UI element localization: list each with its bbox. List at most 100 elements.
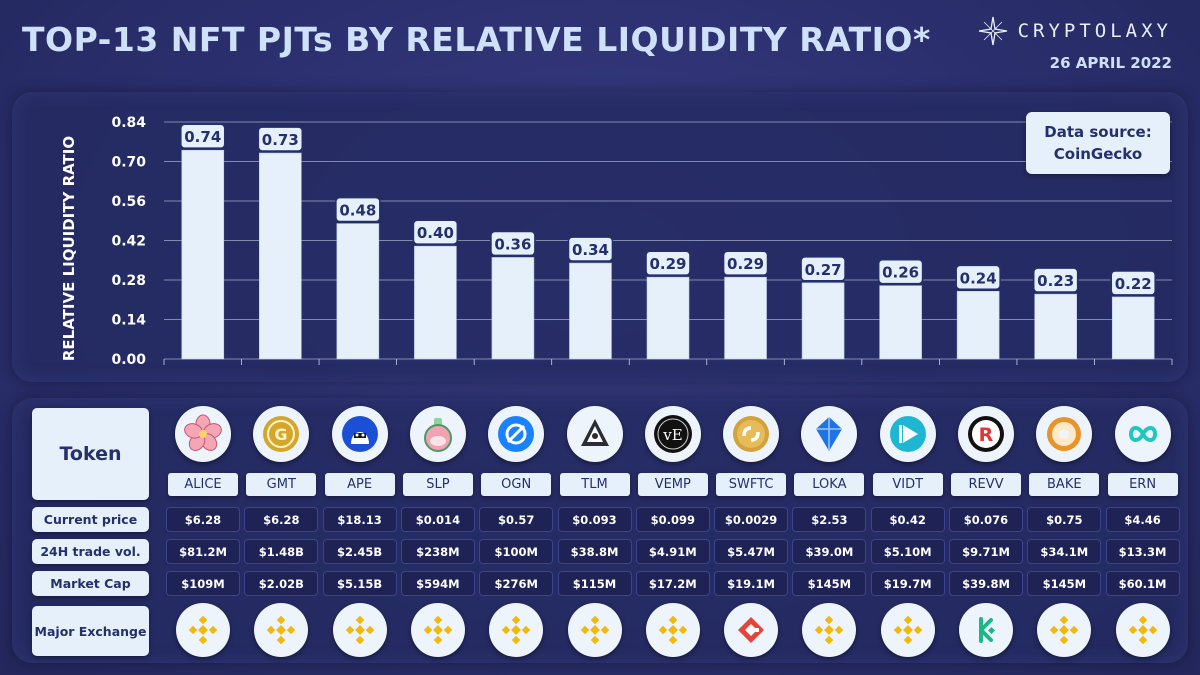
bar-vemp	[646, 276, 690, 360]
tlm-icon	[566, 406, 623, 462]
token-symbol: OGN	[481, 473, 552, 496]
volume-cell: $34.1M	[1027, 539, 1102, 564]
binance-exchange-icon	[645, 603, 700, 657]
bar-alice	[181, 149, 225, 360]
binance-exchange-icon	[254, 603, 309, 657]
bar-ape	[336, 223, 380, 360]
revv-icon: R	[958, 406, 1014, 462]
data-label: 0.40	[417, 224, 454, 242]
binance-exchange-icon	[176, 603, 230, 657]
swftc-icon	[723, 406, 780, 462]
bake-donut-icon	[1036, 406, 1093, 462]
binance-exchange-icon	[1037, 603, 1092, 657]
vemp-icon: vE	[644, 406, 701, 462]
ape-icon	[331, 406, 388, 462]
binance-exchange-icon	[802, 603, 857, 657]
price-cell: $0.076	[949, 507, 1023, 532]
mcap-cell: $145M	[792, 571, 867, 596]
report-date: 26 APRIL 2022	[1049, 54, 1172, 72]
data-label: 0.29	[649, 255, 686, 273]
data-label-box	[335, 196, 381, 223]
gmt-coin-icon: G	[253, 406, 310, 462]
data-label-box	[722, 250, 769, 276]
mcap-cell: $594M	[400, 571, 475, 596]
data-source-box: Data source: CoinGecko	[1026, 112, 1170, 174]
bar-ern	[1111, 296, 1155, 360]
bar-bake	[1034, 293, 1077, 360]
y-tick-label: 0.00	[111, 352, 146, 368]
data-label: 0.22	[1115, 275, 1152, 293]
data-label-box	[567, 236, 614, 262]
volume-cell: $100M	[479, 539, 554, 564]
price-cell: $6.28	[244, 507, 319, 532]
y-tick-label: 0.42	[111, 234, 146, 250]
binance-exchange-icon	[1115, 603, 1170, 657]
token-column-ape: APE $18.13 $2.45B $5.15B	[321, 398, 399, 663]
volume-cell: $1.48B	[244, 539, 319, 564]
cryptolaxy-star-icon	[978, 16, 1007, 46]
volume-cell: $81.2M	[166, 539, 240, 564]
binance-exchange-icon	[880, 603, 935, 657]
price-cell: $0.75	[1027, 507, 1102, 532]
price-cell: $0.0029	[714, 507, 789, 532]
volume-cell: $5.10M	[870, 539, 945, 564]
mcap-cell: $109M	[166, 571, 240, 596]
data-label-box	[257, 126, 304, 152]
bar-vidt	[879, 285, 922, 360]
bar-revv	[956, 290, 1000, 360]
price-cell: $4.46	[1105, 507, 1180, 532]
svg-text:G: G	[275, 425, 288, 444]
volume-cell: $39.0M	[792, 539, 867, 564]
token-symbol: VEMP	[637, 473, 708, 496]
price-cell: $0.014	[400, 507, 475, 532]
y-tick-label: 0.28	[111, 273, 146, 289]
volume-cell: $5.47M	[714, 539, 789, 564]
data-label: 0.23	[1037, 272, 1074, 290]
token-symbol: GMT	[246, 473, 317, 496]
token-column-bake: BAKE $0.75 $34.1M $145M	[1025, 398, 1103, 663]
y-tick-label: 0.70	[111, 155, 146, 171]
data-source-label: Data source:	[1044, 123, 1152, 141]
price-cell: $0.093	[557, 507, 632, 532]
gate-exchange-icon	[724, 603, 779, 657]
token-column-gmt: G GMT $6.28 $1.48B $2.02B	[242, 398, 320, 663]
ern-icon	[1114, 406, 1171, 462]
mcap-cell: $19.7M	[870, 571, 945, 596]
data-label: 0.26	[882, 264, 919, 282]
data-label-box	[1110, 270, 1157, 296]
price-cell: $2.53	[792, 507, 867, 532]
binance-exchange-icon	[489, 603, 544, 657]
token-symbol: ERN	[1107, 473, 1178, 496]
mcap-cell: $145M	[1027, 571, 1102, 596]
mcap-cell: $276M	[479, 571, 554, 596]
volume-cell: $2.45B	[322, 539, 397, 564]
page-title: TOP-13 NFT PJTs BY RELATIVE LIQUIDITY RA…	[22, 20, 931, 59]
token-column-slp: SLP $0.014 $238M $594M	[399, 398, 477, 663]
mcap-cell: $2.02B	[244, 571, 319, 596]
row-label-token: Token	[32, 408, 149, 500]
svg-text:R: R	[979, 424, 994, 446]
token-column-alice: ALICE $6.28 $81.2M $109M	[164, 398, 242, 663]
data-source-name: CoinGecko	[1053, 145, 1143, 163]
binance-exchange-icon	[410, 603, 465, 657]
data-label: 0.27	[805, 261, 842, 279]
brand-name: CRYPTOLAXY	[1017, 20, 1172, 42]
price-cell: $18.13	[322, 507, 397, 532]
data-label-box	[412, 219, 459, 245]
y-tick-label: 0.56	[111, 194, 146, 210]
token-symbol: SWFTC	[716, 473, 787, 496]
token-column-tlm: TLM $0.093 $38.8M $115M	[556, 398, 634, 663]
volume-cell: $4.91M	[635, 539, 710, 564]
brand: CRYPTOLAXY 26 APRIL 2022	[978, 16, 1172, 72]
loka-icon	[801, 406, 858, 462]
price-cell: $0.57	[479, 507, 554, 532]
mcap-cell: $17.2M	[635, 571, 710, 596]
bar-chart: RELATIVE LIQUIDITY RATIO 0.00 0.14 0.28 0.42…	[60, 115, 1173, 368]
mcap-cell: $60.1M	[1105, 571, 1180, 596]
data-label: 0.29	[727, 255, 764, 273]
token-table: Token Current price 24H trade vol. Marke…	[12, 398, 1188, 663]
y-tick-label: 0.14	[111, 313, 146, 329]
token-symbol: LOKA	[794, 473, 865, 496]
alice-flower-icon	[175, 406, 231, 462]
data-label: 0.24	[960, 269, 997, 287]
